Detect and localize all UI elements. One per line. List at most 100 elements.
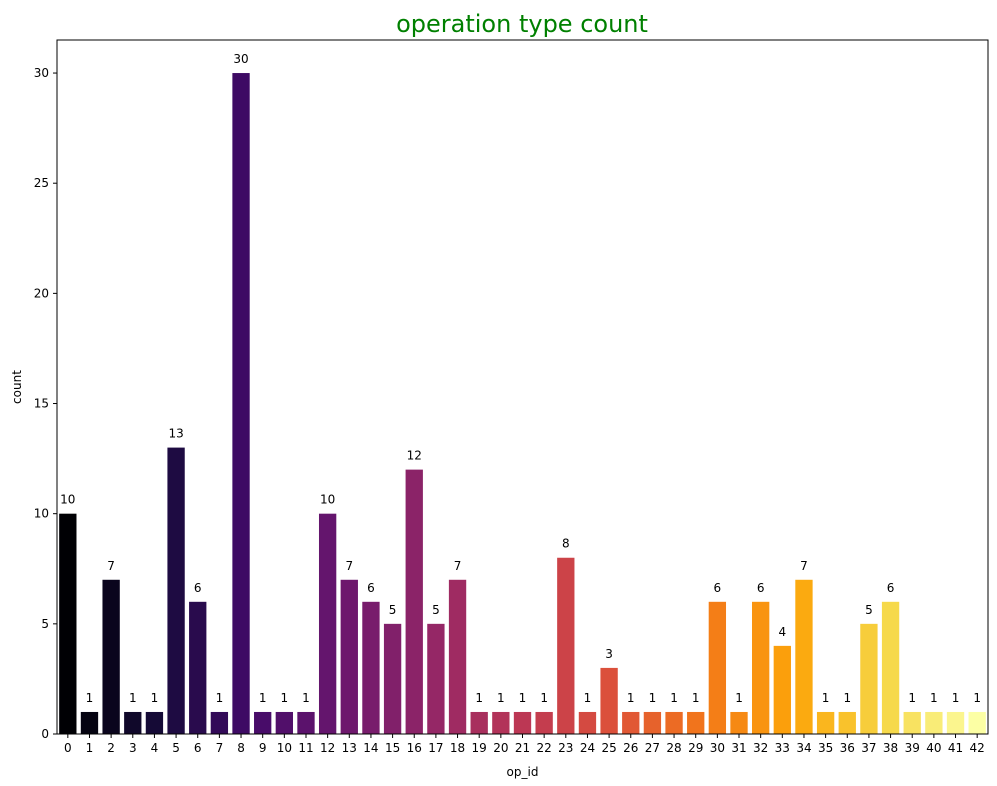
data-label: 1 (952, 691, 960, 705)
x-tick-label: 40 (926, 741, 941, 755)
x-tick-label: 14 (363, 741, 378, 755)
data-label: 1 (908, 691, 916, 705)
y-tick-label: 0 (41, 727, 49, 741)
data-label: 1 (497, 691, 505, 705)
bar-op-0 (59, 513, 77, 734)
x-tick-label: 26 (623, 741, 638, 755)
x-tick-label: 18 (450, 741, 465, 755)
x-tick-label: 0 (64, 741, 72, 755)
x-tick-label: 25 (601, 741, 616, 755)
bar-op-14 (362, 601, 380, 734)
x-tick-label: 19 (472, 741, 487, 755)
bar-op-4 (145, 711, 164, 734)
x-tick-label: 41 (948, 741, 963, 755)
x-tick-label: 1 (86, 741, 94, 755)
data-label: 1 (584, 691, 592, 705)
data-label: 1 (973, 691, 981, 705)
data-label: 1 (540, 691, 548, 705)
data-label: 6 (757, 581, 765, 595)
data-label: 5 (865, 603, 873, 617)
bar-op-35 (816, 711, 835, 734)
bar-op-41 (946, 711, 965, 734)
bar-op-31 (730, 711, 748, 734)
bar-op-32 (752, 601, 770, 734)
x-tick-label: 36 (840, 741, 855, 755)
x-tick-label: 20 (493, 741, 508, 755)
bar-op-22 (535, 711, 553, 734)
data-label: 1 (281, 691, 289, 705)
data-label: 1 (129, 691, 137, 705)
bar-op-8 (232, 73, 250, 735)
y-tick-label: 5 (41, 617, 49, 631)
bar-op-11 (297, 711, 315, 734)
bar-op-18 (448, 579, 467, 734)
data-label: 7 (454, 559, 462, 573)
data-label: 6 (887, 581, 895, 595)
bar-op-23 (557, 557, 575, 734)
x-tick-label: 15 (385, 741, 400, 755)
x-tick-label: 4 (151, 741, 159, 755)
data-label: 1 (151, 691, 159, 705)
bar-op-1 (80, 711, 99, 734)
x-tick-label: 32 (753, 741, 768, 755)
bar-op-2 (102, 579, 120, 734)
bar-op-16 (405, 469, 423, 734)
y-axis-label: count (10, 370, 24, 404)
bars-group (59, 73, 986, 735)
data-label: 1 (216, 691, 224, 705)
x-tick-label: 21 (515, 741, 530, 755)
bar-op-36 (838, 711, 856, 734)
bar-op-15 (383, 623, 402, 734)
x-tick-label: 6 (194, 741, 202, 755)
x-tick-label: 42 (970, 741, 985, 755)
x-tick-label: 33 (775, 741, 790, 755)
x-tick-label: 13 (342, 741, 357, 755)
data-label: 3 (605, 647, 613, 661)
data-label: 1 (843, 691, 851, 705)
y-tick-label: 20 (34, 286, 49, 300)
data-label: 1 (649, 691, 657, 705)
data-label: 1 (692, 691, 700, 705)
y-axis: 0 5 10 15 20 25 30 (34, 66, 57, 741)
bar-op-40 (925, 711, 943, 734)
y-tick-label: 10 (34, 507, 49, 521)
data-label: 6 (194, 581, 202, 595)
bar-op-28 (665, 711, 683, 734)
data-label: 1 (930, 691, 938, 705)
data-label: 6 (714, 581, 722, 595)
x-tick-label: 7 (216, 741, 224, 755)
x-tick-label: 8 (237, 741, 245, 755)
data-label: 6 (367, 581, 375, 595)
data-label: 30 (233, 52, 248, 66)
bar-op-33 (773, 645, 791, 734)
data-label: 12 (407, 449, 422, 463)
data-label: 1 (822, 691, 830, 705)
x-axis-label: op_id (507, 765, 539, 779)
x-tick-label: 16 (407, 741, 422, 755)
bar-op-3 (124, 711, 142, 734)
bar-op-25 (600, 667, 618, 734)
x-tick-label: 39 (905, 741, 920, 755)
data-label: 1 (86, 691, 94, 705)
x-tick-label: 30 (710, 741, 725, 755)
bar-op-21 (513, 711, 532, 734)
bar-op-7 (210, 711, 229, 734)
data-label: 7 (107, 559, 115, 573)
bar-op-30 (708, 601, 727, 734)
x-tick-label: 10 (277, 741, 292, 755)
plot-frame (56, 39, 989, 735)
bar-op-27 (643, 711, 662, 734)
x-tick-label: 2 (107, 741, 115, 755)
data-label: 13 (168, 427, 183, 441)
data-label: 7 (800, 559, 808, 573)
bar-op-26 (622, 711, 640, 734)
x-tick-label: 9 (259, 741, 267, 755)
data-label: 7 (345, 559, 353, 573)
x-tick-label: 28 (666, 741, 681, 755)
y-tick-label: 15 (34, 397, 49, 411)
bar-op-34 (795, 579, 813, 734)
data-label: 10 (320, 493, 335, 507)
data-label: 1 (259, 691, 267, 705)
